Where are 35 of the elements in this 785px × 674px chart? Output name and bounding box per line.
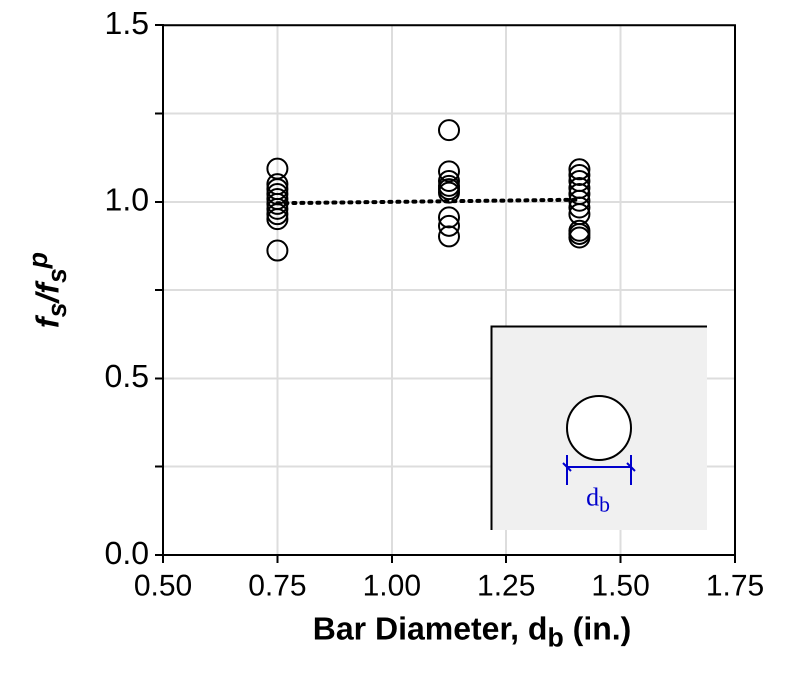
point xyxy=(438,225,460,248)
point xyxy=(568,190,590,212)
point xyxy=(438,178,460,200)
point xyxy=(568,226,590,248)
x-axis-title: Bar Diameter, d$_{b}$ (in.) xyxy=(312,610,632,654)
point xyxy=(438,174,460,197)
point xyxy=(438,214,460,237)
point xyxy=(568,170,590,192)
y-tick-label: 0.0 xyxy=(104,534,149,571)
point xyxy=(266,173,288,196)
point xyxy=(568,203,590,226)
x-tick-label: 0.50 xyxy=(134,569,192,602)
x-tick-label: 1.50 xyxy=(591,569,650,602)
point xyxy=(438,206,460,228)
x-tick-label: 0.75 xyxy=(248,569,307,602)
point xyxy=(266,158,288,180)
x-tick-label: 1.75 xyxy=(706,569,764,602)
point xyxy=(568,164,590,186)
point xyxy=(438,182,460,204)
point xyxy=(266,178,288,200)
point xyxy=(438,119,460,142)
point xyxy=(568,196,590,218)
x-tick-label: 1.25 xyxy=(477,569,536,602)
y-tick-label: 0.5 xyxy=(104,358,149,394)
y-tick-label: 1.0 xyxy=(104,182,149,218)
point xyxy=(438,170,460,192)
point xyxy=(266,203,288,226)
point xyxy=(266,208,288,230)
y-tick-label: 1.5 xyxy=(104,5,149,42)
point xyxy=(568,158,590,180)
point xyxy=(568,177,590,200)
point xyxy=(266,240,288,262)
point xyxy=(438,160,460,182)
annotation: d$_{b}$ xyxy=(586,482,610,518)
x-tick-label: 1.00 xyxy=(362,569,421,602)
